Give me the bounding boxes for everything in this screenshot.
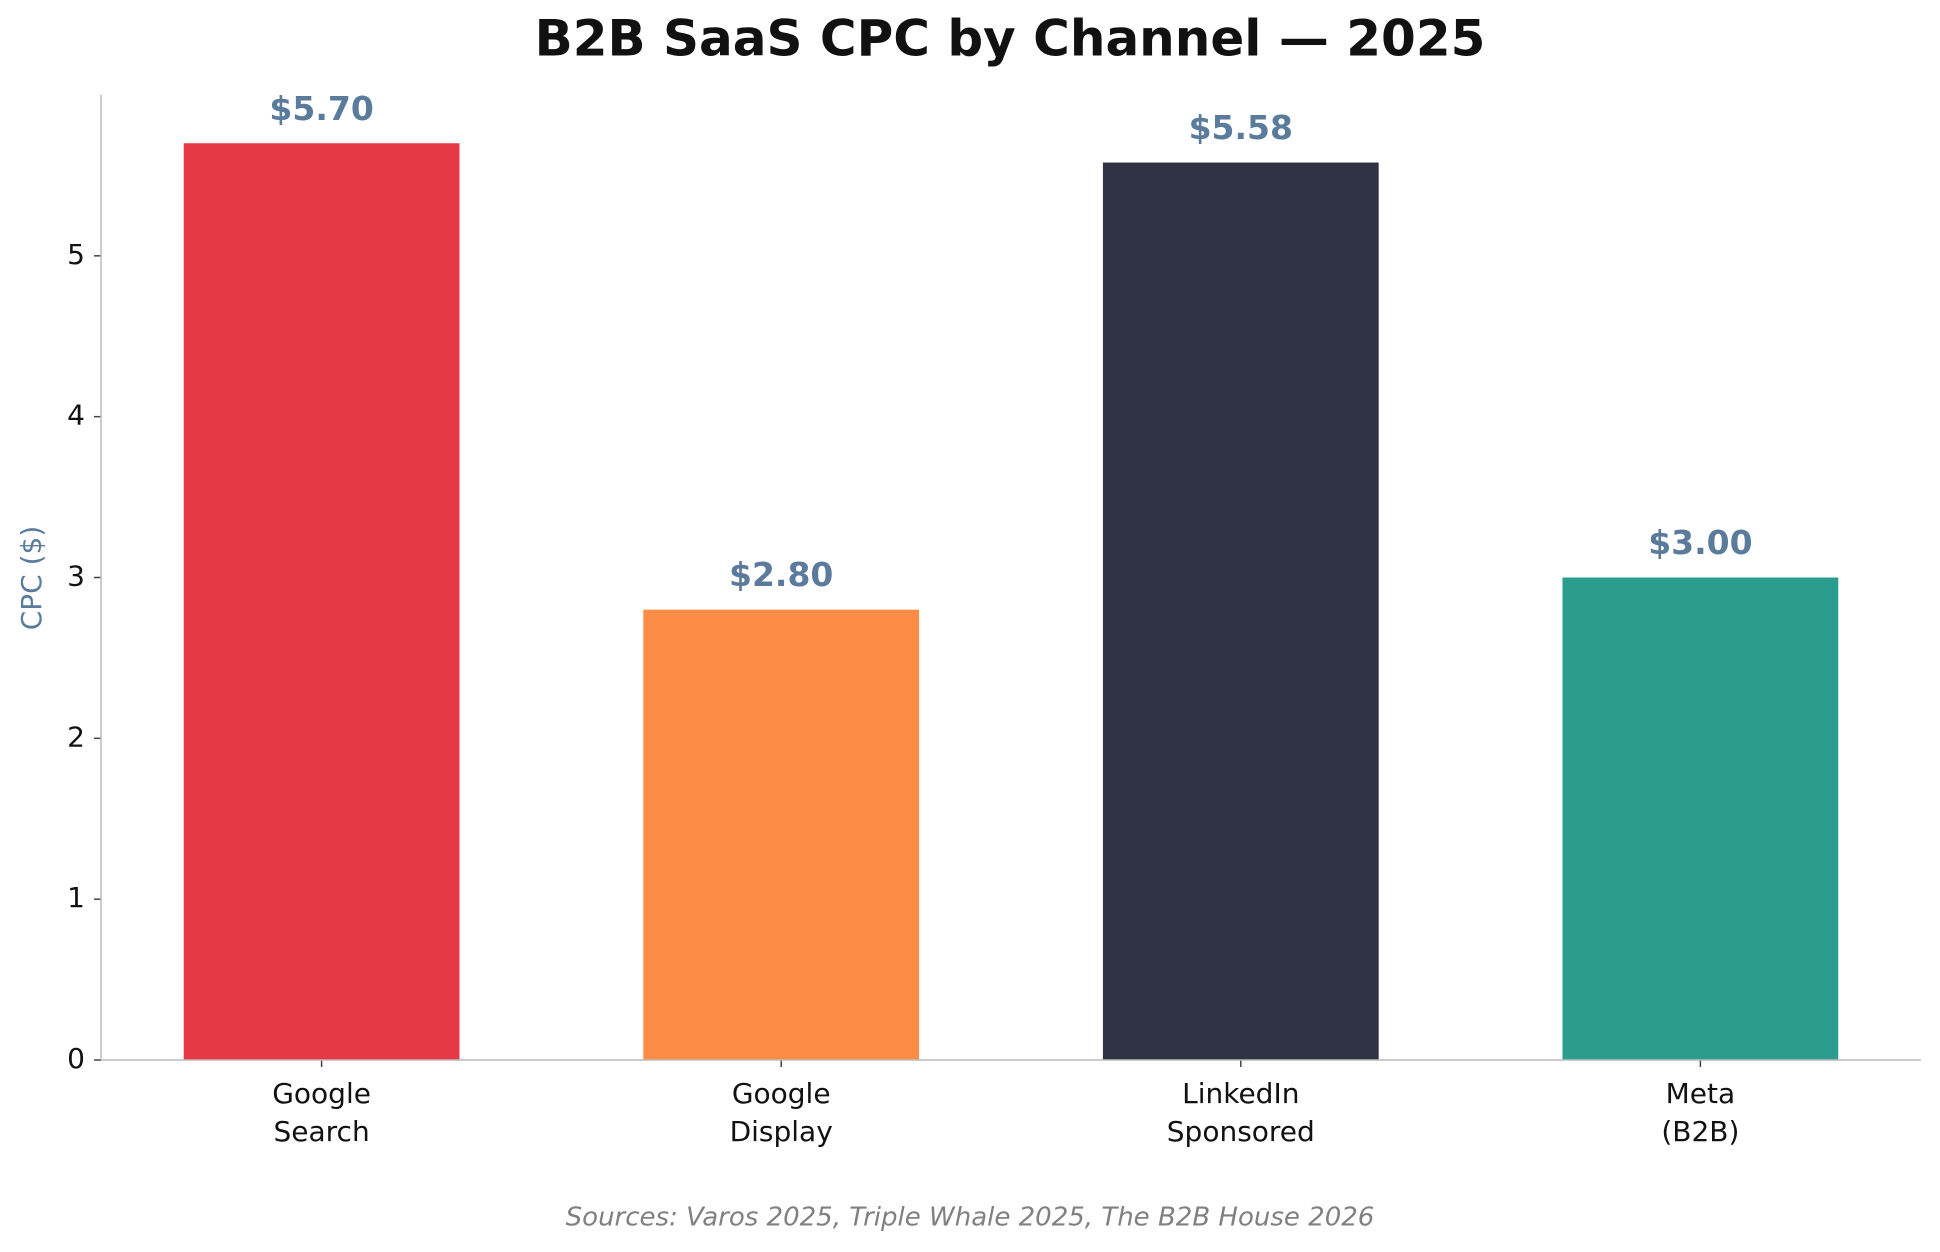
y-tick-label: 0 bbox=[67, 1042, 85, 1075]
chart-title: B2B SaaS CPC by Channel — 2025 bbox=[535, 10, 1486, 68]
y-tick-label: 2 bbox=[67, 720, 85, 753]
bar bbox=[1562, 577, 1839, 1060]
source-note: Sources: Varos 2025, Triple Whale 2025, … bbox=[566, 1203, 1375, 1233]
x-tick-label: LinkedIn Sponsored bbox=[1167, 1077, 1315, 1148]
x-tick-label: Meta (B2B) bbox=[1661, 1077, 1739, 1148]
x-tick-label: Google Search bbox=[272, 1077, 371, 1148]
bar bbox=[1102, 162, 1379, 1061]
bar bbox=[183, 143, 460, 1060]
y-tick-label: 1 bbox=[67, 881, 85, 914]
y-axis-label: CPC ($) bbox=[15, 526, 48, 631]
value-label: $5.70 bbox=[269, 89, 373, 128]
x-tick-label: Google Display bbox=[730, 1077, 833, 1148]
value-label: $5.58 bbox=[1189, 108, 1293, 147]
value-label: $3.00 bbox=[1648, 523, 1752, 562]
bar bbox=[643, 609, 920, 1060]
value-label: $2.80 bbox=[729, 555, 833, 594]
y-tick-label: 5 bbox=[67, 238, 85, 271]
y-tick-label: 4 bbox=[67, 399, 85, 432]
y-tick-label: 3 bbox=[67, 560, 85, 593]
